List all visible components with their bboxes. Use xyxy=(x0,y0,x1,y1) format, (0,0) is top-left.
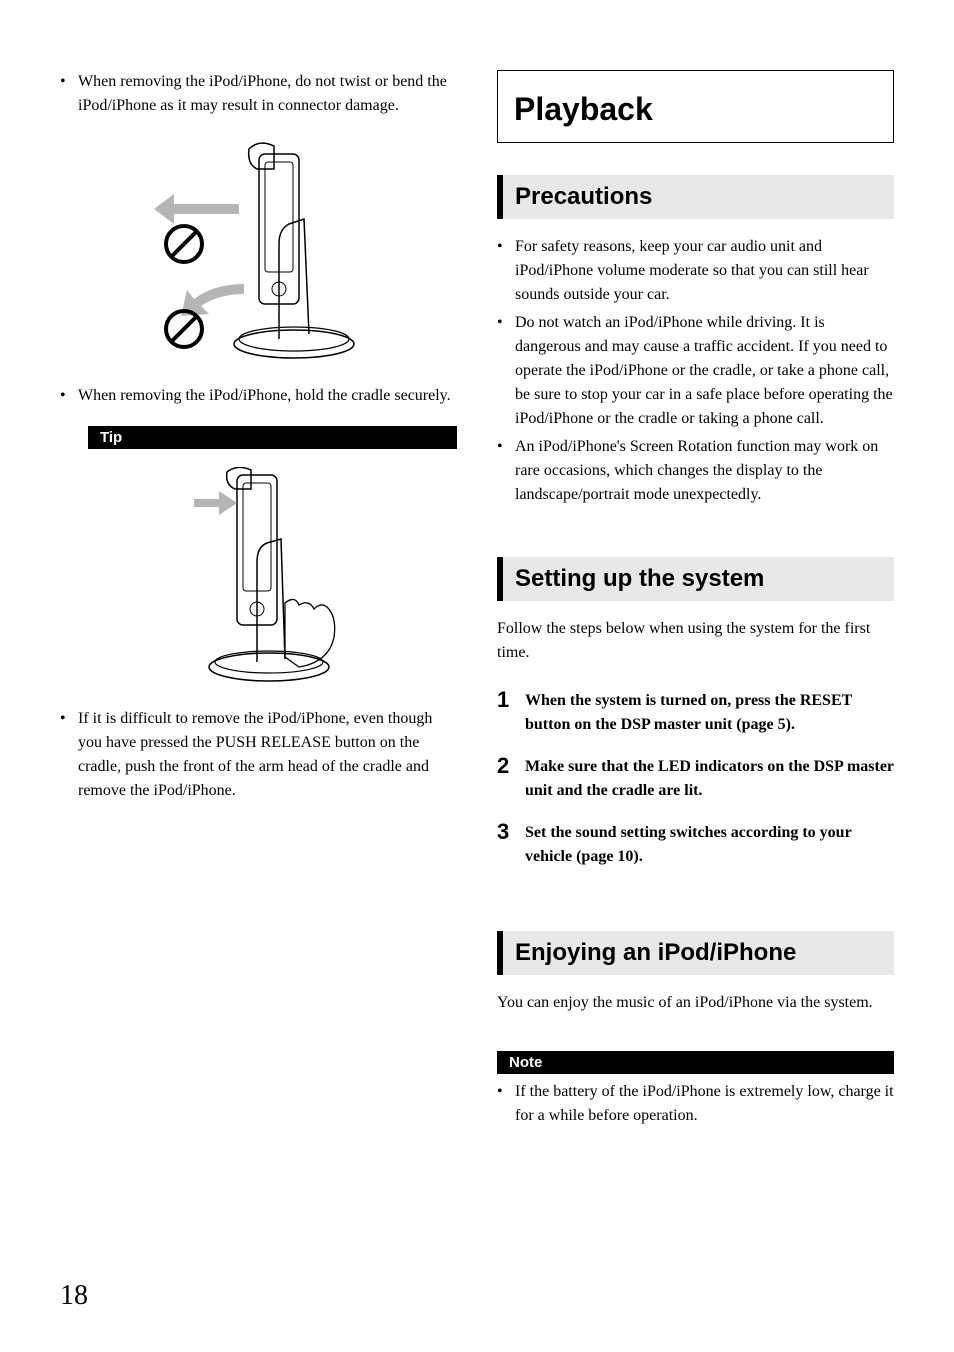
note-label: Note xyxy=(497,1051,894,1074)
bullet-item: • When removing the iPod/iPhone, do not … xyxy=(60,70,457,118)
step-text: When the system is turned on, press the … xyxy=(525,687,894,737)
bullet-text: For safety reasons, keep your car audio … xyxy=(515,235,894,307)
bullet-dot: • xyxy=(497,435,515,507)
step-item: 3 Set the sound setting switches accordi… xyxy=(497,819,894,869)
right-column: Playback Precautions • For safety reason… xyxy=(497,70,894,1250)
bullet-text: If the battery of the iPod/iPhone is ext… xyxy=(515,1080,894,1128)
section-title: Playback xyxy=(514,91,877,128)
bullet-dot: • xyxy=(497,1080,515,1128)
subsection-header: Setting up the system xyxy=(497,557,894,601)
step-number: 2 xyxy=(497,753,525,803)
bullet-dot: • xyxy=(497,311,515,431)
illustration-hold-cradle xyxy=(149,467,369,687)
illustration-twist-bend xyxy=(139,134,379,364)
bullet-text: An iPod/iPhone's Screen Rotation functio… xyxy=(515,435,894,507)
bullet-text: Do not watch an iPod/iPhone while drivin… xyxy=(515,311,894,431)
page-number: 18 xyxy=(60,1280,88,1312)
subsection-title: Enjoying an iPod/iPhone xyxy=(515,939,882,967)
intro-text: You can enjoy the music of an iPod/iPhon… xyxy=(497,991,894,1015)
bullet-dot: • xyxy=(60,70,78,118)
subsection-header: Precautions xyxy=(497,175,894,219)
bullet-item: • Do not watch an iPod/iPhone while driv… xyxy=(497,311,894,431)
bullet-item: • An iPod/iPhone's Screen Rotation funct… xyxy=(497,435,894,507)
subsection-title: Precautions xyxy=(515,183,882,211)
bullet-text: If it is difficult to remove the iPod/iP… xyxy=(78,707,457,803)
step-number: 3 xyxy=(497,819,525,869)
tip-label: Tip xyxy=(88,426,457,449)
section-title-box: Playback xyxy=(497,70,894,143)
bullet-text: When removing the iPod/iPhone, do not tw… xyxy=(78,70,457,118)
intro-text: Follow the steps below when using the sy… xyxy=(497,617,894,665)
subsection-title: Setting up the system xyxy=(515,565,882,593)
left-column: • When removing the iPod/iPhone, do not … xyxy=(60,70,457,1250)
bullet-dot: • xyxy=(60,707,78,803)
bullet-text: When removing the iPod/iPhone, hold the … xyxy=(78,384,451,408)
bullet-dot: • xyxy=(60,384,78,408)
step-item: 2 Make sure that the LED indicators on t… xyxy=(497,753,894,803)
bullet-item: • If the battery of the iPod/iPhone is e… xyxy=(497,1080,894,1128)
bullet-item: • For safety reasons, keep your car audi… xyxy=(497,235,894,307)
step-item: 1 When the system is turned on, press th… xyxy=(497,687,894,737)
subsection-header: Enjoying an iPod/iPhone xyxy=(497,931,894,975)
step-text: Set the sound setting switches according… xyxy=(525,819,894,869)
bullet-dot: • xyxy=(497,235,515,307)
step-number: 1 xyxy=(497,687,525,737)
step-text: Make sure that the LED indicators on the… xyxy=(525,753,894,803)
bullet-item: • When removing the iPod/iPhone, hold th… xyxy=(60,384,457,408)
bullet-item: • If it is difficult to remove the iPod/… xyxy=(60,707,457,803)
